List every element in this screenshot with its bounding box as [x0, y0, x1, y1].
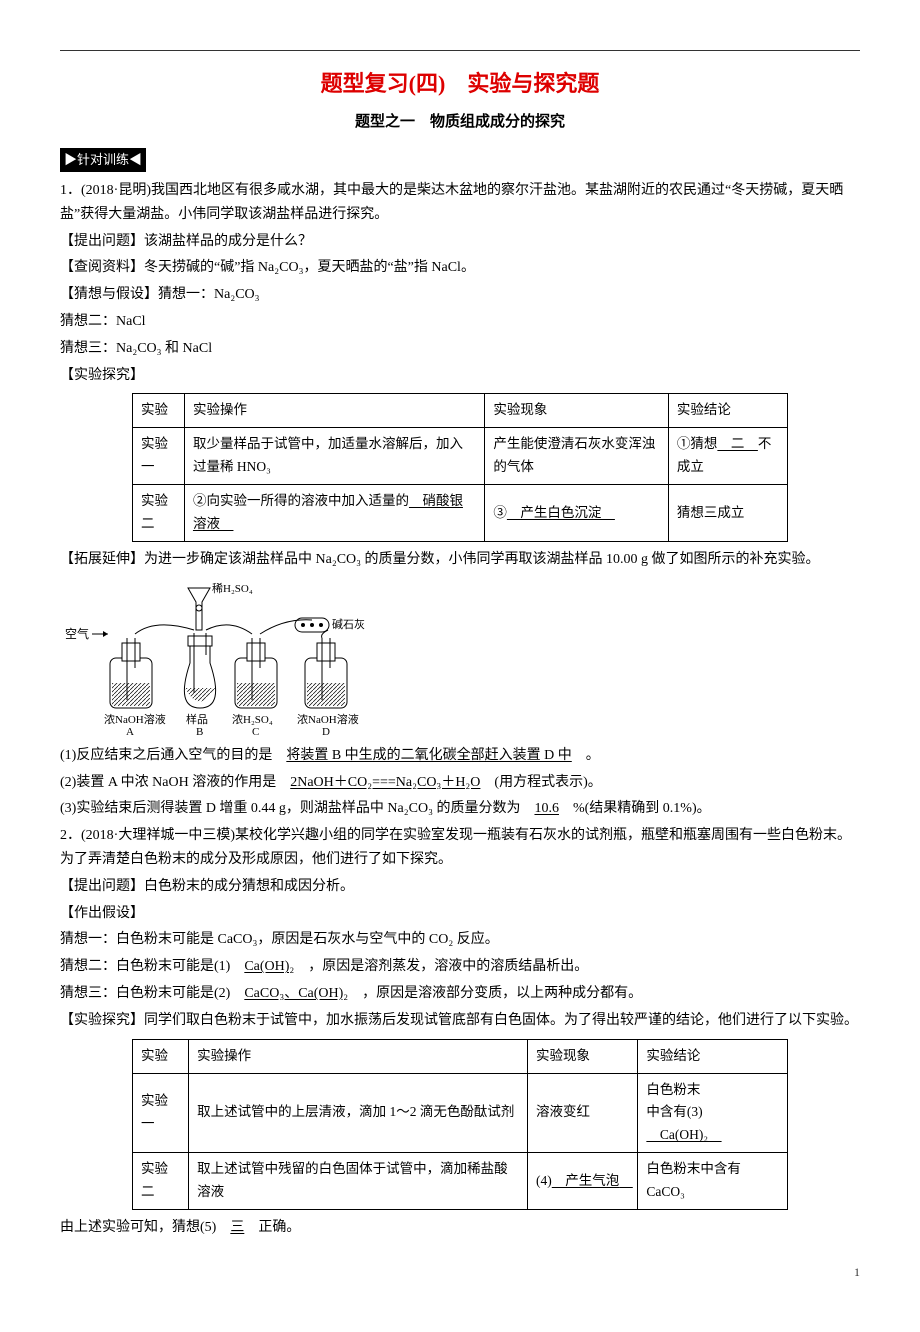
cell: ②向实验一所得的溶液中加入适量的 硝酸银溶液	[184, 485, 484, 542]
q2-hyp-head: 【作出假设】	[60, 902, 860, 926]
th: 实验	[133, 394, 185, 428]
cell: 取少量样品于试管中，加适量水溶解后，加入过量稀 HNO₃	[184, 428, 484, 485]
th: 实验	[133, 1039, 189, 1073]
svg-text:样品: 样品	[186, 712, 208, 726]
svg-text:浓NaOH溶液: 浓NaOH溶液	[104, 712, 166, 726]
cell: ③ 产生白色沉淀	[485, 485, 668, 542]
svg-text:C: C	[252, 726, 259, 738]
q2-hyp2: 猜想二：白色粉末可能是(1) Ca(OH)₂ ，原因是溶剂蒸发，溶液中的溶质结晶…	[60, 955, 860, 979]
svg-text:D: D	[322, 726, 330, 738]
q1-hyp2: 猜想二：NaCl	[60, 310, 860, 334]
svg-text:B: B	[196, 726, 203, 738]
q2-ask: 【提出问题】白色粉末的成分猜想和成因分析。	[60, 875, 860, 899]
cell: 取上述试管中的上层清液，滴加 1～2 滴无色酚酞试剂	[189, 1073, 528, 1153]
th: 实验现象	[485, 394, 668, 428]
label-lime: 碱石灰	[332, 617, 365, 631]
cell: 实验一	[133, 1073, 189, 1153]
cell: 白色粉末中含有(3) Ca(OH)₂	[638, 1073, 788, 1153]
cell: 实验二	[133, 485, 185, 542]
cell: ①猜想 二 不成立	[668, 428, 787, 485]
q1-hyp3: 猜想三：Na₂CO₃ 和 NaCl	[60, 337, 860, 361]
q1-intro: 1．(2018·昆明)我国西北地区有很多咸水湖，其中最大的是柴达木盆地的察尔汗盐…	[60, 179, 860, 227]
q1-a3: (3)实验结束后测得装置 D 增重 0.44 g，则湖盐样品中 Na₂CO₃ 的…	[60, 797, 860, 821]
page-number: 1	[60, 1262, 860, 1282]
th: 实验结论	[668, 394, 787, 428]
cell: 白色粉末中含有 CaCO₃	[638, 1153, 788, 1210]
label-air: 空气	[65, 626, 89, 641]
section-tag: ▶针对训练◀	[60, 148, 146, 172]
th: 实验操作	[189, 1039, 528, 1073]
label-h2so4: 稀H₂SO₄	[212, 582, 253, 595]
subtitle: 题型之一 物质组成成分的探究	[60, 110, 860, 136]
q2-hyp1: 猜想一：白色粉末可能是 CaCO₃，原因是石灰水与空气中的 CO₂ 反应。	[60, 928, 860, 952]
q1-ask: 【提出问题】该湖盐样品的成分是什么？	[60, 230, 860, 254]
q2-table: 实验 实验操作 实验现象 实验结论 实验一 取上述试管中的上层清液，滴加 1～2…	[132, 1039, 788, 1211]
q2-conclusion: 由上述实验可知，猜想(5) 三 正确。	[60, 1216, 860, 1240]
q1-a2: (2)装置 A 中浓 NaOH 溶液的作用是 2NaOH＋CO₂===Na₂CO…	[60, 771, 860, 795]
svg-text:浓NaOH溶液: 浓NaOH溶液	[297, 712, 359, 726]
cell: 产生能使澄清石灰水变浑浊的气体	[485, 428, 668, 485]
svg-text:浓H₂SO₄: 浓H₂SO₄	[232, 713, 273, 726]
q1-exp-label: 【实验探究】	[60, 364, 860, 388]
top-rule	[60, 50, 860, 51]
svg-text:A: A	[126, 726, 134, 738]
q1-table: 实验 实验操作 实验现象 实验结论 实验一 取少量样品于试管中，加适量水溶解后，…	[132, 393, 788, 542]
cell: (4) 产生气泡	[528, 1153, 638, 1210]
q1-a1: (1)反应结束之后通入空气的目的是 将装置 B 中生成的二氧化碳全部赶入装置 D…	[60, 744, 860, 768]
q1-ref: 【查阅资料】冬天捞碱的“碱”指 Na₂CO₃，夏天晒盐的“盐”指 NaCl。	[60, 256, 860, 280]
th: 实验现象	[528, 1039, 638, 1073]
main-title: 题型复习(四) 实验与探究题	[60, 65, 860, 102]
q1-extension: 【拓展延伸】为进一步确定该湖盐样品中 Na₂CO₃ 的质量分数，小伟同学再取该湖…	[60, 548, 860, 572]
cell: 溶液变红	[528, 1073, 638, 1153]
q2-exp: 【实验探究】同学们取白色粉末于试管中，加水振荡后发现试管底部有白色固体。为了得出…	[60, 1009, 860, 1033]
cell: 取上述试管中残留的白色固体于试管中，滴加稀盐酸溶液	[189, 1153, 528, 1210]
q2-intro: 2．(2018·大理祥城一中三模)某校化学兴趣小组的同学在实验室发现一瓶装有石灰…	[60, 824, 860, 872]
th: 实验结论	[638, 1039, 788, 1073]
cell: 实验二	[133, 1153, 189, 1210]
q1-hyp1: 【猜想与假设】猜想一：Na₂CO₃	[60, 283, 860, 307]
cell: 猜想三成立	[668, 485, 787, 542]
q2-hyp3: 猜想三：白色粉末可能是(2) CaCO₃、Ca(OH)₂ ，原因是溶液部分变质，…	[60, 982, 860, 1006]
cell: 实验一	[133, 428, 185, 485]
th: 实验操作	[184, 394, 484, 428]
apparatus-diagram: 空气 稀H₂SO₄	[60, 578, 860, 738]
